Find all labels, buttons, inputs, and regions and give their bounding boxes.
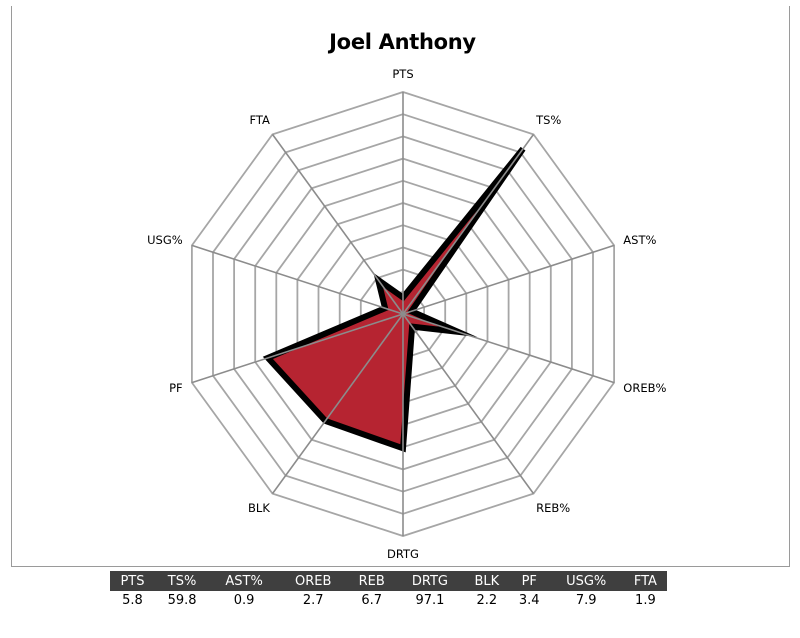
- axis-label: DRTG: [387, 547, 419, 561]
- chart-title: Joel Anthony: [329, 30, 476, 54]
- radar-chart: PTS TS% AST% OREB% REB% DRTG BLK PF USG% FTA: [147, 67, 666, 561]
- stats-header-cell: TS%: [154, 571, 210, 591]
- axis-label: USG%: [147, 233, 183, 247]
- stats-value-cell: 0.9: [233, 593, 255, 608]
- radar-series: [262, 146, 526, 453]
- stats-header-cell: DRTG: [396, 571, 464, 591]
- stats-value-cell: 2.2: [476, 593, 498, 608]
- stats-header-row: PTS TS% AST% OREB REB DRTG BLK PF USG% F…: [110, 571, 667, 591]
- stats-value-cell: 2.7: [302, 593, 324, 608]
- stats-value-cell: 3.4: [518, 593, 540, 608]
- stats-header-cell: AST%: [209, 571, 280, 591]
- axis-spoke: [271, 313, 404, 495]
- stats-header-cell: PF: [509, 571, 549, 591]
- radar-spokes: [191, 92, 615, 536]
- axis-label: BLK: [248, 501, 270, 515]
- axis-spoke: [191, 244, 404, 315]
- stats-value-cell: 97.1: [415, 593, 445, 608]
- axis-spoke: [402, 244, 615, 315]
- stats-value-cell: 5.8: [122, 593, 143, 608]
- axis-spoke: [402, 313, 615, 384]
- stats-value-cell: 1.9: [635, 593, 656, 608]
- axis-label: REB%: [536, 501, 570, 515]
- axis-label: AST%: [623, 233, 656, 247]
- stats-value-cell: 7.9: [575, 593, 597, 608]
- axis-spoke: [271, 133, 404, 315]
- axis-spoke: [191, 313, 404, 384]
- stats-value-row: 5.8 59.8 0.9 2.7 6.7 97.1 2.2 3.4 7.9 1.…: [110, 591, 667, 610]
- axis-label: PF: [169, 381, 183, 395]
- axis-label: TS%: [535, 113, 561, 127]
- stats-header-cell: FTA: [623, 571, 667, 591]
- axis-label: PTS: [392, 67, 413, 81]
- stats-header-cell: BLK: [463, 571, 510, 591]
- radar-axis-labels: PTS TS% AST% OREB% REB% DRTG BLK PF USG% FTA: [147, 67, 666, 561]
- stats-header-cell: REB: [347, 571, 397, 591]
- axis-spoke: [402, 313, 535, 495]
- series-area: [262, 146, 526, 453]
- axis-label: OREB%: [623, 381, 666, 395]
- stats-header-cell: OREB: [279, 571, 348, 591]
- stats-header-cell: USG%: [548, 571, 624, 591]
- axis-spoke: [402, 133, 535, 315]
- axis-label: FTA: [249, 113, 270, 127]
- stats-table: PTS TS% AST% OREB REB DRTG BLK PF USG% F…: [110, 571, 667, 610]
- chart-frame: [11, 6, 790, 567]
- stats-header-cell: PTS: [110, 571, 155, 591]
- stats-value-cell: 59.8: [167, 593, 197, 608]
- stats-value-cell: 6.7: [361, 593, 383, 608]
